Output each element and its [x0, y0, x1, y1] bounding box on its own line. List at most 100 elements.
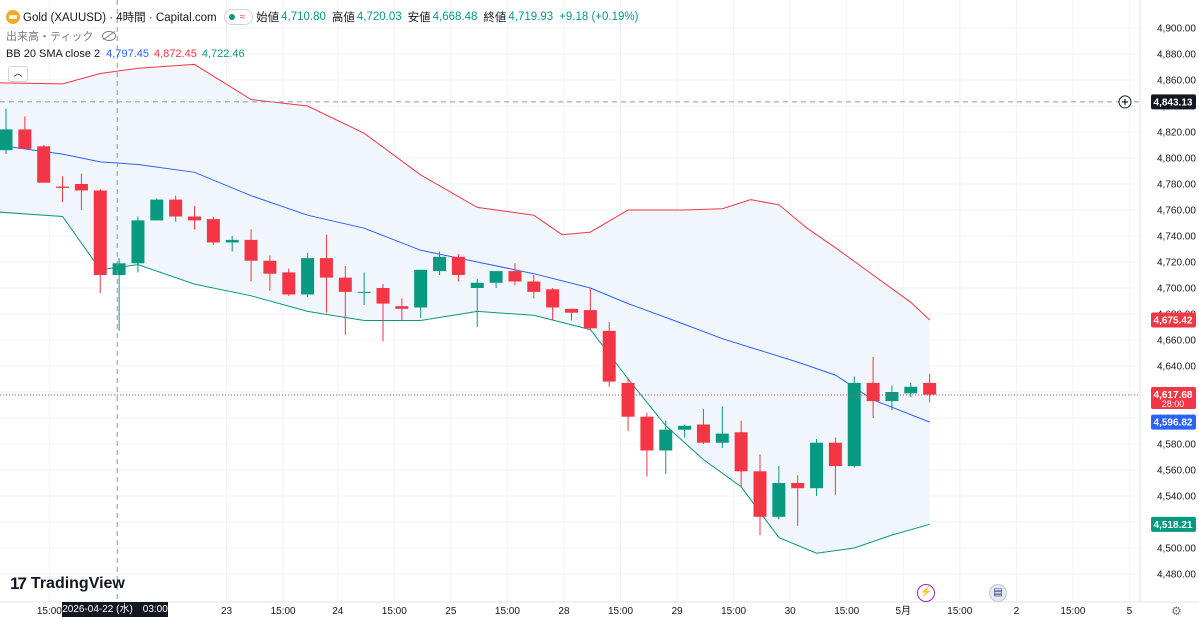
candle-body-down	[338, 277, 352, 292]
time-tick-label: 2	[1014, 606, 1020, 617]
add-alert-plus-icon-glyph	[1122, 98, 1128, 105]
price-tick-label: 4,640.00	[1157, 362, 1196, 373]
candle-body-down	[74, 184, 88, 191]
events-lightning-icon[interactable]: ⚡	[917, 584, 935, 602]
high-label: 高値	[331, 12, 355, 24]
candle-body-down	[565, 308, 578, 313]
candle-body-down	[18, 129, 32, 149]
collapse-legend-button[interactable]: ︿	[8, 66, 28, 82]
indicator-label: BB 20 SMA close 2	[6, 48, 101, 60]
candle-body-up	[885, 392, 899, 402]
price-tag-basis	[1151, 414, 1196, 430]
price-tick-label: 4,540.00	[1157, 492, 1196, 503]
candle-body-down	[282, 272, 296, 295]
brand-name: TradingView	[30, 575, 125, 592]
price-tick-label: 4,740.00	[1157, 232, 1196, 243]
candle-body-down	[583, 310, 597, 329]
settings-gear-icon[interactable]: ⚙	[1171, 604, 1182, 618]
candle-body-up	[659, 429, 673, 451]
candle-body-up	[810, 442, 824, 489]
price-tick-label: 4,560.00	[1157, 466, 1196, 477]
candle-body-down	[602, 330, 616, 382]
market-open-dot-icon	[228, 14, 235, 20]
candle-body-down	[376, 288, 390, 304]
candle-body-up	[470, 282, 484, 288]
candle-body-down	[546, 289, 560, 308]
candle-body-down	[395, 306, 409, 309]
time-tick-label: 15:00	[271, 606, 296, 617]
candle-body-down	[169, 199, 183, 217]
candle-body-down	[734, 432, 748, 472]
price-tick-label: 4,880.00	[1157, 50, 1196, 61]
candle-body-up	[131, 220, 145, 264]
tradingview-brand[interactable]: 17 TradingView	[10, 574, 125, 594]
candle-body-up	[904, 386, 918, 394]
candle-body-down	[527, 281, 541, 292]
low-label: 安値	[407, 12, 431, 24]
price-tick-label: 4,760.00	[1157, 206, 1196, 217]
time-axis[interactable]: 15:00 23 15:00 24 15:00 25 15:00 28 15:00 29 15:00…	[37, 605, 1133, 617]
price-tick-label: 4,900.00	[1157, 24, 1196, 35]
open-value: 4,710.80	[281, 11, 326, 23]
candle-body-down	[451, 256, 465, 275]
bb-basis-value: 4,797.45	[106, 48, 149, 60]
candle-body-up	[715, 433, 729, 443]
time-tick-label: 30	[785, 606, 797, 617]
price-tick-label: 4,700.00	[1157, 284, 1196, 295]
candle-body-down	[93, 190, 107, 275]
time-tick-label: 29	[671, 606, 683, 617]
candle-body-up	[112, 263, 126, 275]
candle-body-down	[791, 483, 805, 489]
time-tick-label: 23	[221, 606, 233, 617]
price-tag-countdown: 28:00	[1162, 399, 1185, 409]
candle-body-up	[772, 483, 786, 517]
market-status-pill[interactable]: ≈	[223, 9, 254, 25]
candle-body-down	[696, 424, 710, 443]
delay-wave-icon: ≈	[239, 11, 246, 23]
candle-body-up	[489, 271, 503, 283]
candle-body-down	[923, 382, 937, 395]
bollinger-lower-line	[0, 211, 930, 554]
price-tag-lower	[1151, 516, 1196, 532]
open-label: 始値	[256, 12, 280, 24]
time-tick-label: 5	[1127, 606, 1133, 617]
candlesticks[interactable]	[0, 108, 937, 535]
volume-legend[interactable]: 出来高・ティック	[6, 28, 119, 44]
symbol-title[interactable]: Gold (XAUUSD) · 4時間 · Capital.com	[23, 12, 217, 24]
candle-body-up	[0, 129, 13, 151]
price-tick-label: 4,820.00	[1157, 128, 1196, 139]
bb-lower-value: 4,722.46	[201, 48, 245, 60]
time-tick-label: 15:00	[608, 606, 633, 617]
price-tick-label: 4,660.00	[1157, 336, 1196, 347]
time-tick-label: 15:00	[1060, 606, 1085, 617]
crosshair-date-label: 2026-04-22 (水) 03:00	[62, 602, 168, 617]
time-tick-label: 15:00	[382, 606, 407, 617]
low-value: 4,668.48	[432, 11, 478, 23]
change-value: +9.18 (+0.19%)	[559, 11, 639, 23]
price-tick-label: 4,480.00	[1157, 570, 1196, 581]
candle-body-down	[866, 382, 880, 402]
hidden-eye-icon[interactable]	[102, 31, 117, 41]
price-tag-text: 4,617.68	[1154, 390, 1193, 401]
candle-body-up	[150, 199, 164, 221]
candle-body-down	[640, 416, 654, 451]
candle-body-down	[188, 216, 201, 221]
time-tick-label: 15:00	[721, 606, 746, 617]
candle-body-down	[37, 146, 51, 183]
close-value: 4,719.93	[508, 11, 554, 23]
candle-body-down	[244, 239, 258, 261]
candle-body-down	[206, 219, 220, 243]
time-tick-label: 15:00	[37, 606, 62, 617]
us-flag-icon[interactable]: ▤	[989, 584, 1007, 602]
time-tick-label: 15:00	[947, 606, 972, 617]
time-tick-label: 5月	[895, 605, 911, 617]
price-tag-text: 4,843.13	[1154, 97, 1193, 108]
close-label: 終値	[483, 12, 507, 24]
indicator-legend[interactable]: BB 20 SMA close 2 4,797.45 4,872.45 4,72…	[6, 48, 248, 60]
candle-body-down	[263, 260, 277, 274]
candle-body-down	[621, 382, 635, 417]
candle-body-down	[319, 258, 333, 278]
price-tag-upper	[1151, 312, 1196, 328]
candle-body-down	[753, 471, 767, 517]
